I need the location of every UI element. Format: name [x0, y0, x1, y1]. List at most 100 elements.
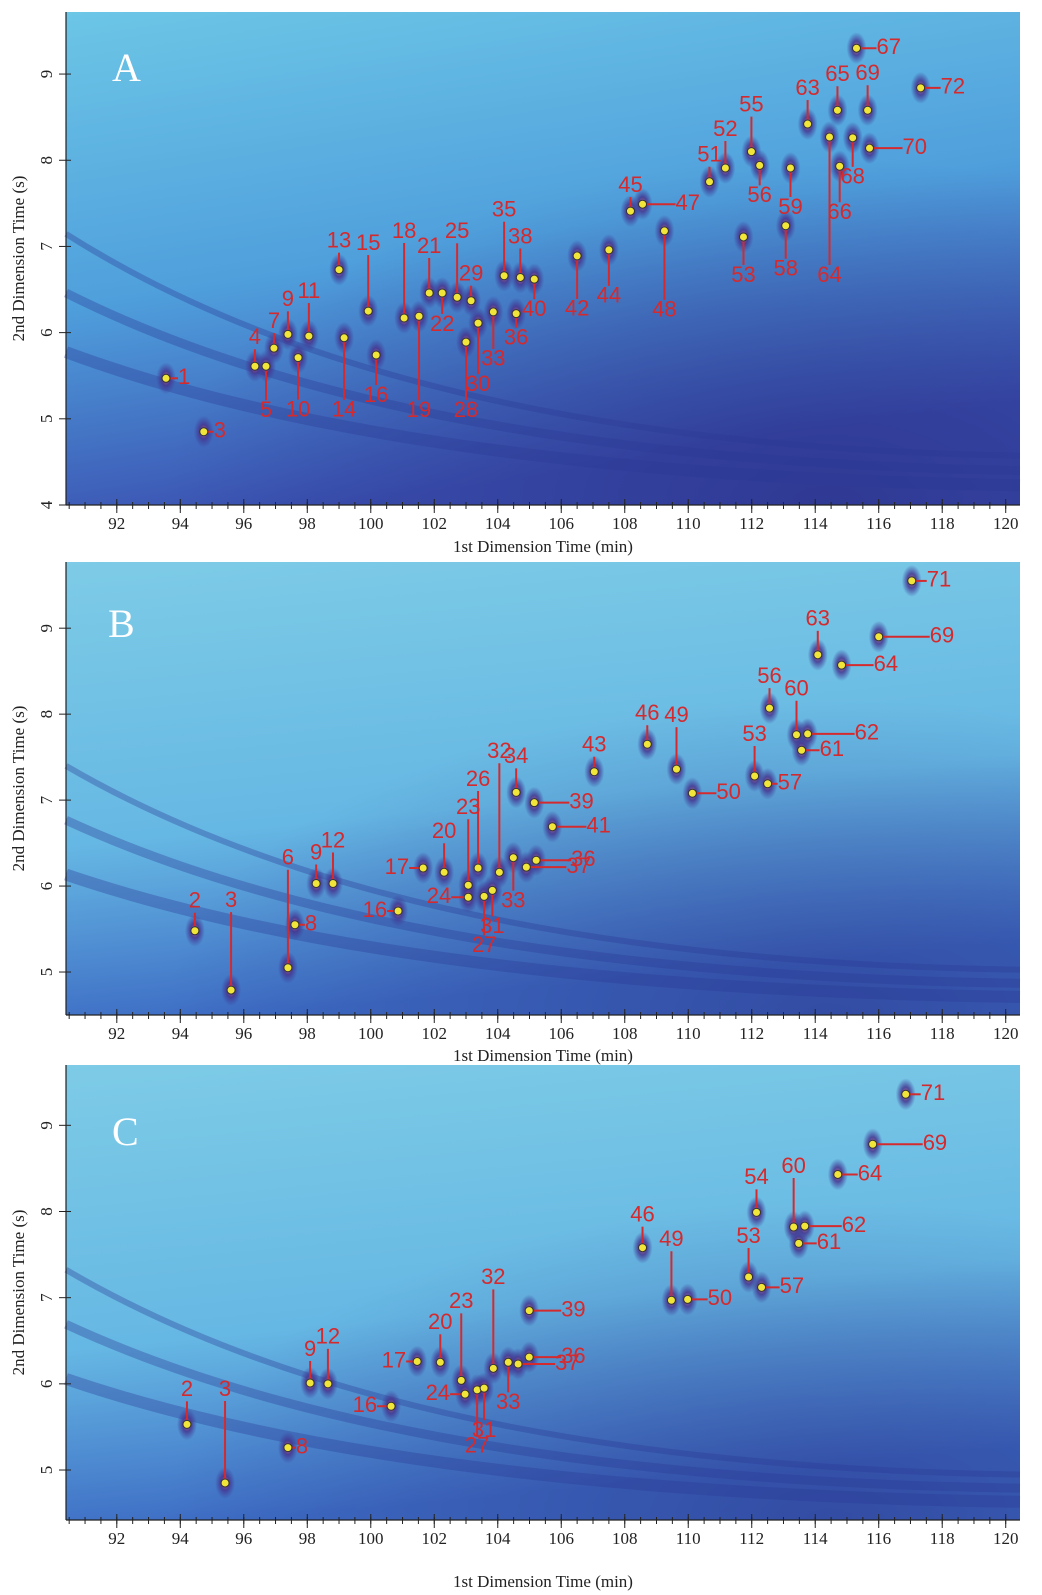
peak-marker	[755, 160, 765, 170]
panel-letter: C	[112, 1109, 139, 1154]
peak-label: 60	[784, 676, 808, 701]
y-tick-label: 6	[37, 328, 56, 337]
peak-marker	[283, 1443, 293, 1453]
x-tick-label: 106	[549, 514, 575, 533]
peak-label: 56	[747, 182, 771, 207]
peak-marker	[852, 43, 862, 53]
peak-marker	[687, 788, 697, 798]
peak-label: 32	[481, 1264, 505, 1289]
x-tick-label: 114	[803, 1024, 828, 1043]
peak-marker	[833, 1169, 843, 1179]
x-tick-label: 116	[866, 514, 891, 533]
peak-label: 61	[820, 736, 844, 761]
x-tick-label: 98	[299, 1024, 316, 1043]
x-tick-label: 92	[108, 1024, 125, 1043]
x-tick-label: 92	[108, 514, 125, 533]
peak-marker	[666, 1295, 676, 1305]
peak-label: 61	[817, 1229, 841, 1254]
peak-label: 54	[744, 1164, 768, 1189]
peak-marker	[494, 867, 504, 877]
streak	[64, 1267, 1021, 1478]
peak-label: 72	[941, 74, 965, 99]
panel: A92 94 96 98 100 102 104 106 108 110 112 114 116 118 1…	[9, 12, 1021, 556]
peak-marker	[529, 798, 539, 808]
y-tick-label: 5	[37, 968, 56, 977]
peak-label: 22	[430, 311, 454, 336]
peak-label: 31	[472, 1417, 496, 1442]
y-tick-label: 7	[37, 1293, 56, 1302]
peak-marker	[226, 985, 236, 995]
x-tick-label: 104	[485, 514, 511, 533]
peak-label: 50	[708, 1285, 732, 1310]
peak-marker	[868, 1139, 878, 1149]
peak-label: 7	[268, 308, 280, 333]
peak-marker	[473, 318, 483, 328]
peak-label: 41	[586, 813, 610, 838]
x-tick-label: 102	[422, 1024, 448, 1043]
peak-marker	[916, 83, 926, 93]
streak	[64, 868, 1021, 1003]
x-tick-label: 108	[612, 1529, 638, 1548]
peak-label: 33	[481, 346, 505, 371]
peak-label: 3	[225, 887, 237, 912]
peak-label: 8	[296, 1433, 308, 1458]
peak-marker	[412, 1356, 422, 1366]
peak-marker	[293, 353, 303, 363]
peak-marker	[803, 729, 813, 739]
y-tick-label: 8	[37, 156, 56, 165]
x-tick-label: 116	[866, 1529, 891, 1548]
y-axis-label: 2nd Dimension Time (s)	[9, 1210, 28, 1376]
peak-label: 46	[635, 700, 659, 725]
peak-marker	[456, 1375, 466, 1385]
peak-marker	[508, 853, 518, 863]
peak-label: 71	[921, 1080, 945, 1105]
peak-label: 30	[466, 371, 490, 396]
peak-label: 59	[778, 194, 802, 219]
peak-marker	[738, 232, 748, 242]
peak-label: 53	[736, 1223, 760, 1248]
peak-marker	[323, 1379, 333, 1389]
peak-label: 16	[353, 1392, 377, 1417]
peak-marker	[907, 576, 917, 586]
peak-marker	[792, 730, 802, 740]
x-tick-label: 116	[866, 1024, 891, 1043]
y-tick-label: 4	[37, 500, 56, 509]
streak	[64, 763, 1021, 973]
peak-label: 27	[472, 932, 496, 957]
peak-label: 32	[487, 738, 511, 763]
peak-marker	[250, 361, 260, 371]
peak-label: 23	[456, 794, 480, 819]
peak-marker	[863, 105, 873, 115]
peak-label: 66	[827, 199, 851, 224]
peak-marker	[547, 822, 557, 832]
peak-label: 33	[496, 1389, 520, 1414]
peak-label: 36	[561, 1343, 585, 1368]
peak-label: 24	[427, 883, 451, 908]
peak-label: 34	[504, 743, 528, 768]
y-axis-label: 2nd Dimension Time (s)	[9, 706, 28, 872]
peak-label: 20	[428, 1309, 452, 1334]
panel: C92 94 96 98 100 102 104 106 108 110 112 114 116 118 1…	[9, 1065, 1021, 1591]
peak-marker	[513, 1359, 523, 1369]
peak-marker	[794, 1238, 804, 1248]
peak-label: 63	[795, 75, 819, 100]
peak-label: 31	[480, 913, 504, 938]
peak-label: 26	[466, 766, 490, 791]
peak-marker	[479, 891, 489, 901]
peak-marker	[524, 1306, 534, 1316]
x-tick-label: 108	[612, 514, 638, 533]
peak-label: 57	[778, 770, 802, 795]
peak-label: 48	[652, 297, 676, 322]
peak-marker	[161, 373, 171, 383]
peak-marker	[572, 251, 582, 261]
peak-marker	[479, 1383, 489, 1393]
x-tick-label: 96	[235, 514, 252, 533]
peak-label: 52	[713, 116, 737, 141]
x-tick-label: 106	[549, 1529, 575, 1548]
peak-label: 62	[855, 720, 879, 745]
x-tick-label: 96	[235, 1529, 252, 1548]
peak-marker	[503, 1357, 513, 1367]
x-tick-label: 102	[422, 514, 448, 533]
peak-label: 45	[618, 172, 642, 197]
